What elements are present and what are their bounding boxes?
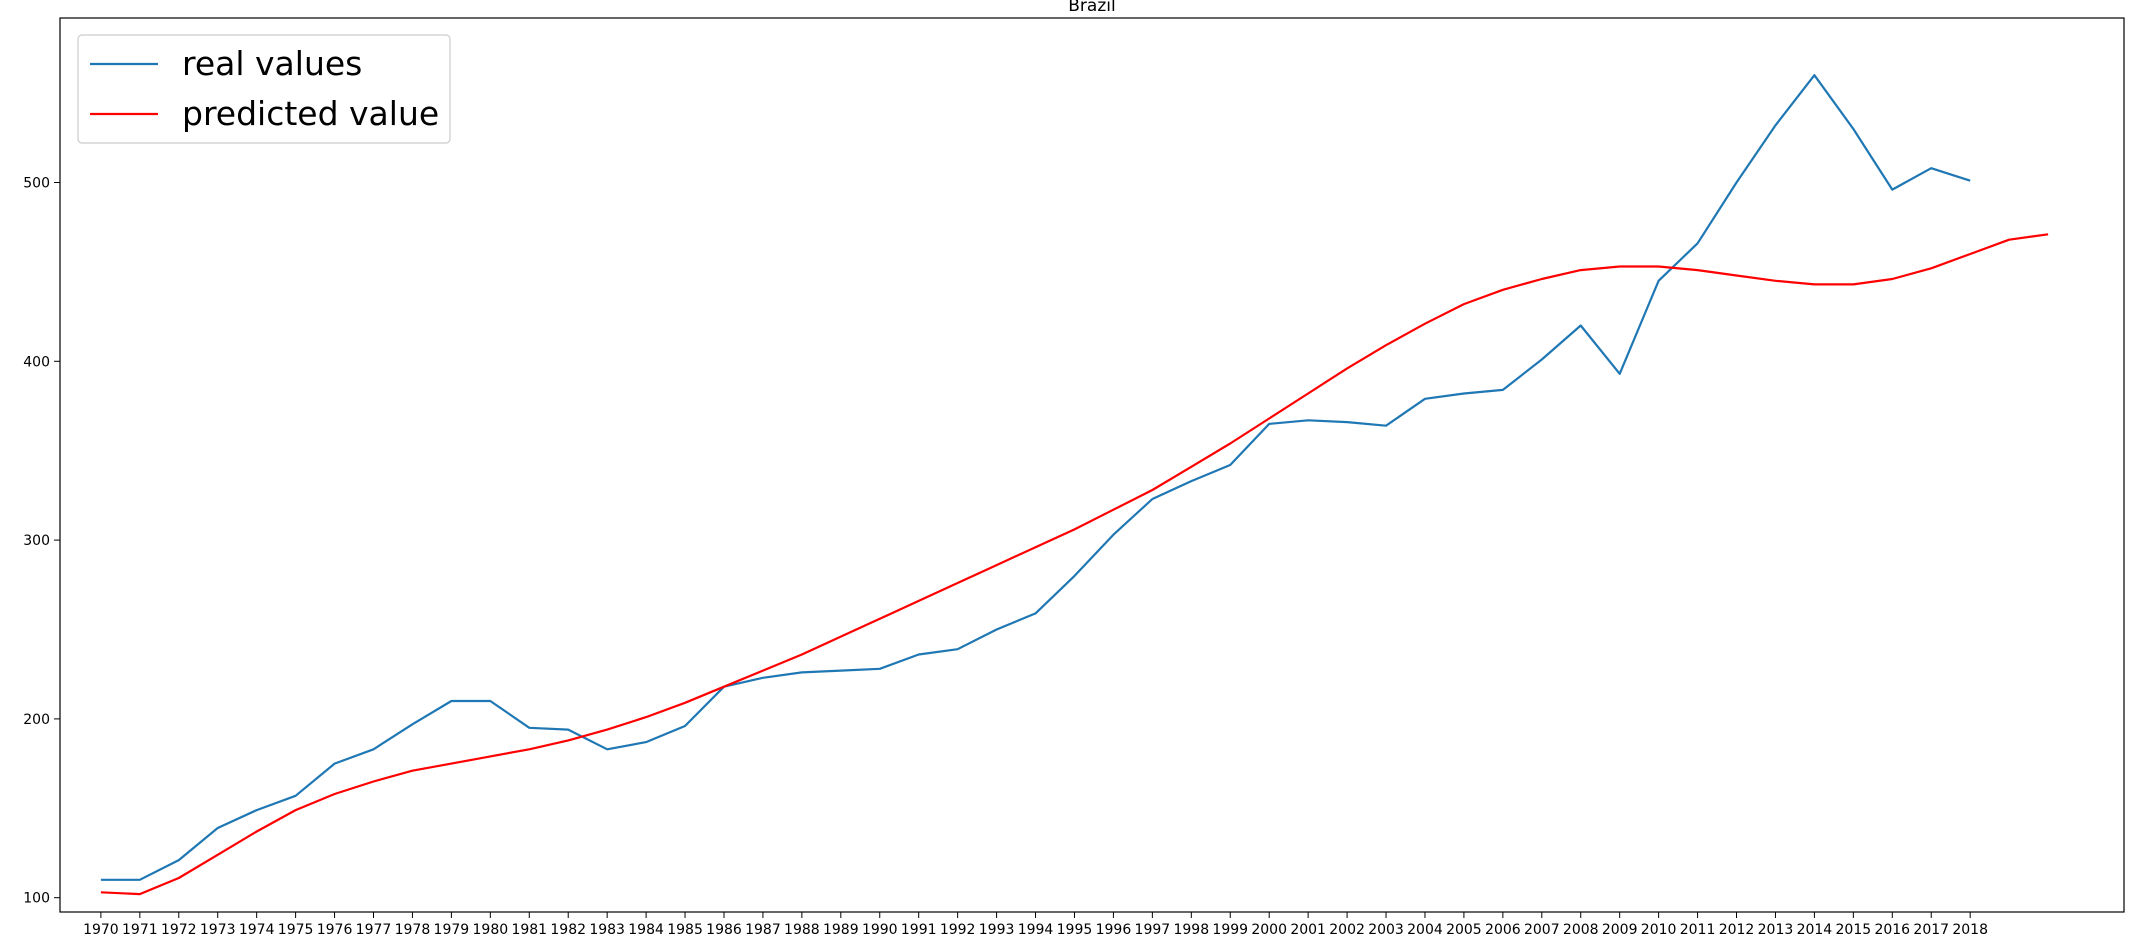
x-tick-label: 1987 bbox=[745, 922, 781, 938]
series-layer bbox=[100, 74, 2049, 896]
x-tick-label: 1980 bbox=[473, 922, 509, 938]
x-tick-label: 2015 bbox=[1836, 922, 1872, 938]
x-tick-label: 1983 bbox=[589, 922, 625, 938]
x-tick-label: 2016 bbox=[1874, 922, 1910, 938]
x-tick-label: 1984 bbox=[628, 922, 664, 938]
x-tick-label: 1988 bbox=[784, 922, 820, 938]
x-axis: 1970 1971 1972 1973 1974 1975 1976 1977 1978 1979… bbox=[83, 912, 1988, 938]
chart-title: Brazil bbox=[1068, 0, 1115, 16]
x-tick-label: 1977 bbox=[356, 922, 392, 938]
x-tick-label: 1978 bbox=[395, 922, 431, 938]
x-tick-label: 2014 bbox=[1797, 922, 1833, 938]
x-tick-label: 1971 bbox=[122, 922, 158, 938]
x-tick-label: 2003 bbox=[1368, 922, 1404, 938]
x-tick-label: 1979 bbox=[434, 922, 470, 938]
x-tick-label: 1974 bbox=[239, 922, 275, 938]
x-tick-label: 1997 bbox=[1135, 922, 1171, 938]
x-tick-label: 1998 bbox=[1173, 922, 1209, 938]
x-tick-label: 1996 bbox=[1096, 922, 1132, 938]
x-tick-label: 1970 bbox=[83, 922, 119, 938]
x-tick-label: 1981 bbox=[511, 922, 547, 938]
x-tick-label: 1985 bbox=[667, 922, 703, 938]
x-tick-label: 1994 bbox=[1018, 922, 1054, 938]
x-tick-label: 1990 bbox=[862, 922, 898, 938]
x-tick-label: 2006 bbox=[1485, 922, 1521, 938]
legend-label-real-values: real values bbox=[182, 44, 362, 83]
x-tick-label: 2007 bbox=[1524, 922, 1560, 938]
series-line-predicted-value bbox=[100, 233, 2049, 896]
x-tick-label: 2004 bbox=[1407, 922, 1443, 938]
x-tick-label: 1992 bbox=[940, 922, 976, 938]
x-tick-label: 2009 bbox=[1602, 922, 1638, 938]
legend-label-predicted-value: predicted value bbox=[182, 94, 439, 133]
y-tick-label: 500 bbox=[23, 175, 50, 191]
x-tick-label: 2011 bbox=[1680, 922, 1716, 938]
x-tick-label: 1972 bbox=[161, 922, 197, 938]
plot-frame bbox=[59, 17, 2125, 913]
x-tick-label: 1976 bbox=[317, 922, 353, 938]
x-tick-label: 2000 bbox=[1251, 922, 1287, 938]
x-tick-label: 2012 bbox=[1719, 922, 1755, 938]
x-tick-label: 2001 bbox=[1290, 922, 1326, 938]
x-tick-label: 2010 bbox=[1641, 922, 1677, 938]
x-tick-label: 1991 bbox=[901, 922, 937, 938]
y-tick-label: 300 bbox=[23, 533, 50, 549]
x-tick-label: 1993 bbox=[979, 922, 1015, 938]
x-tick-label: 2002 bbox=[1329, 922, 1365, 938]
x-tick-label: 2005 bbox=[1446, 922, 1482, 938]
legend: real values predicted value bbox=[77, 34, 451, 144]
plot-area: 1970 1971 1972 1973 1974 1975 1976 1977 1978 1979… bbox=[23, 17, 2125, 938]
x-tick-label: 1982 bbox=[550, 922, 586, 938]
x-tick-label: 1975 bbox=[278, 922, 314, 938]
x-tick-label: 1986 bbox=[706, 922, 742, 938]
x-tick-label: 2017 bbox=[1913, 922, 1949, 938]
x-tick-label: 2018 bbox=[1952, 922, 1988, 938]
y-tick-label: 400 bbox=[23, 354, 50, 370]
x-tick-label: 1973 bbox=[200, 922, 236, 938]
y-axis: 100 200 300 400 500 bbox=[23, 175, 60, 907]
x-tick-label: 2008 bbox=[1563, 922, 1599, 938]
legend-box bbox=[77, 34, 451, 144]
series-line-real-values bbox=[100, 74, 1971, 881]
y-tick-label: 200 bbox=[23, 712, 50, 728]
x-tick-label: 1989 bbox=[823, 922, 859, 938]
x-tick-label: 2013 bbox=[1758, 922, 1794, 938]
x-tick-label: 1995 bbox=[1057, 922, 1093, 938]
y-tick-label: 100 bbox=[23, 891, 50, 907]
x-tick-label: 1999 bbox=[1212, 922, 1248, 938]
